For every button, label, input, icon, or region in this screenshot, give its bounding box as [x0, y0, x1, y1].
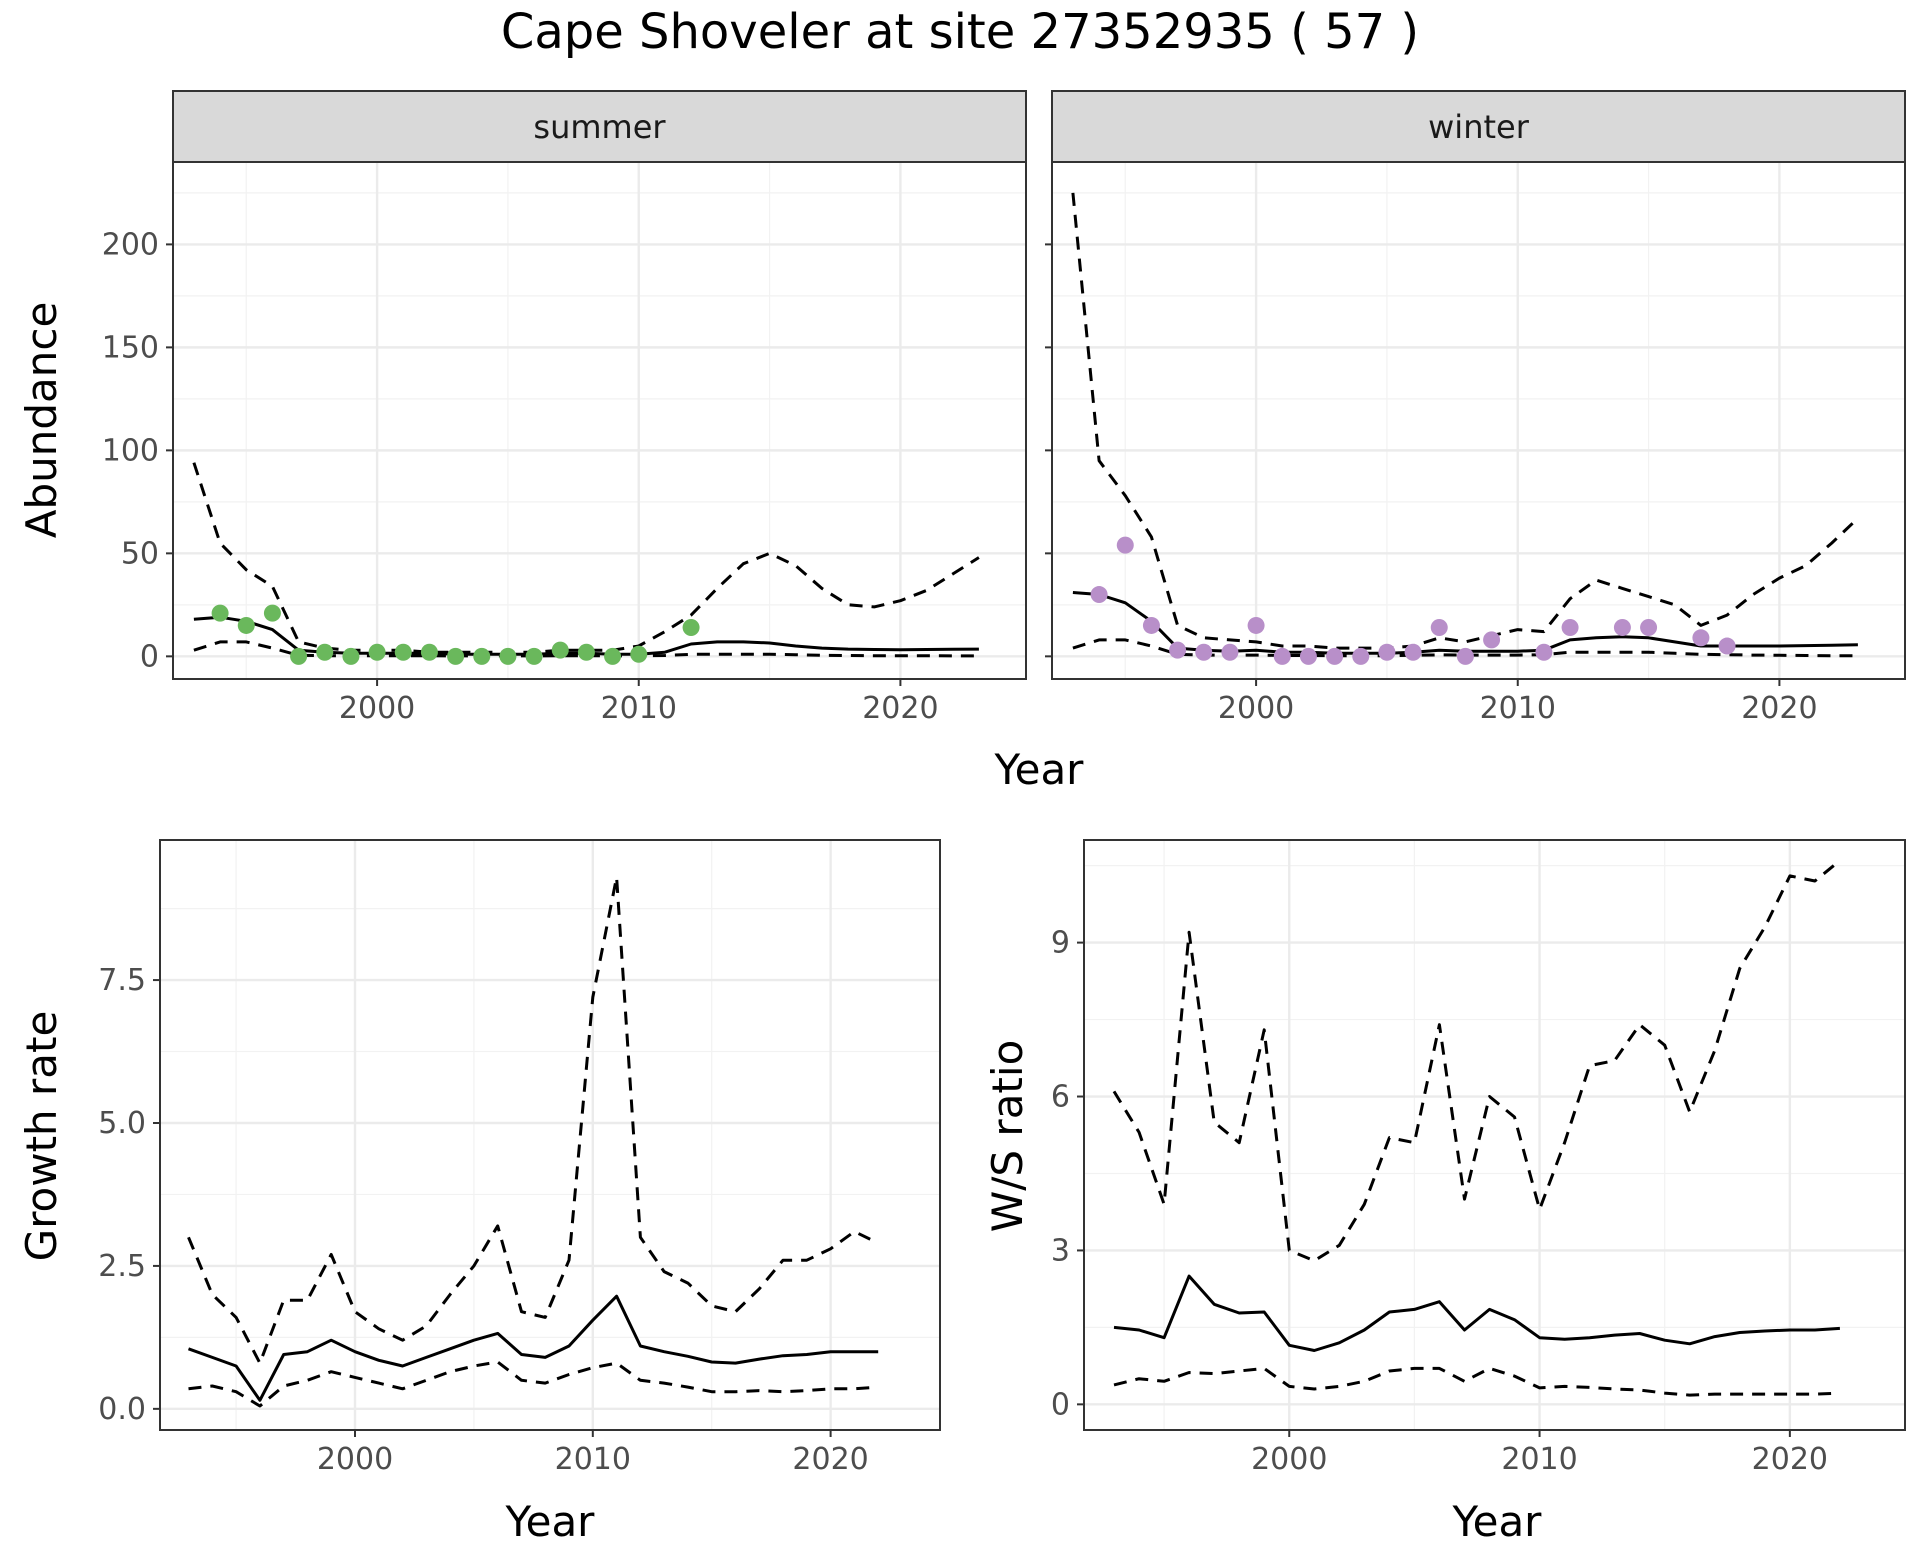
winter-observed-point [1352, 647, 1370, 665]
strip-winter [1051, 90, 1906, 163]
summer-observed-point [342, 647, 360, 665]
winter-observed-point [1404, 643, 1422, 661]
growth-rate-panel: 2000 2010 2020 0.0 2.5 5.0 7.5 [98, 839, 941, 1477]
winter-observed-point [1430, 619, 1448, 637]
summer-y-tick-label: 0 [140, 639, 159, 674]
summer-observed-point [263, 604, 281, 622]
winter-panel-border [1051, 161, 1906, 680]
strip-label-winter: winter [1428, 108, 1530, 146]
ws-x-tick-label: 2000 [1251, 1442, 1327, 1477]
growth-y-tick-label: 2.5 [98, 1249, 146, 1284]
summer-plot-background [173, 162, 1026, 679]
summer-observed-point [473, 647, 491, 665]
winter-observed-point [1090, 586, 1108, 604]
summer-observed-point [577, 643, 595, 661]
summer-observed-point [368, 643, 386, 661]
winter-observed-point [1326, 647, 1344, 665]
winter-observed-point [1142, 616, 1160, 634]
summer-observed-point [316, 643, 334, 661]
abundance-x-axis-title: Year [994, 745, 1085, 794]
growth-x-tick-label: 2000 [317, 1442, 393, 1477]
winter-observed-point [1169, 641, 1187, 659]
growth-plot-background [160, 840, 940, 1430]
strip-label-summer: summer [533, 108, 666, 146]
winter-observed-point [1195, 643, 1213, 661]
strip-summer [172, 90, 1027, 163]
growth-y-tick-label: 5.0 [98, 1106, 146, 1141]
ws-plot-background [1084, 840, 1905, 1430]
summer-observed-point [237, 616, 255, 634]
summer-panel-border [172, 161, 1027, 680]
winter-x-tick-label: 2000 [1218, 691, 1294, 726]
ws-panel-border [1083, 839, 1906, 1431]
ws-y-tick-label: 9 [1051, 926, 1070, 961]
summer-x-tick-label: 2000 [339, 691, 415, 726]
summer-y-tick-label: 50 [121, 536, 159, 571]
winter-observed-point [1221, 643, 1239, 661]
winter-observed-point [1718, 637, 1736, 655]
growth-estimate-line [187, 1294, 879, 1402]
ws-estimate-line [1113, 1274, 1840, 1352]
ws-y-tick-label: 3 [1051, 1233, 1070, 1268]
summer-y-tick-label: 200 [102, 227, 159, 262]
winter-observed-point [1640, 619, 1658, 637]
summer-observed-point [525, 647, 543, 665]
summer-observed-point [682, 619, 700, 637]
winter-observed-point [1483, 631, 1501, 649]
winter-observed-point [1561, 619, 1579, 637]
summer-observed-point [211, 604, 229, 622]
winter-observed-point [1299, 647, 1317, 665]
summer-x-tick-label: 2020 [862, 691, 938, 726]
summer-observed-point [604, 647, 622, 665]
growth-rate-y-axis-title: Growth rate [17, 1011, 66, 1262]
winter-upper-line [1071, 192, 1859, 650]
growth-panel-border [159, 839, 941, 1431]
winter-observed-point [1535, 643, 1553, 661]
ws-x-tick-label: 2010 [1501, 1442, 1577, 1477]
summer-observed-point [630, 645, 648, 663]
winter-observed-point [1273, 647, 1291, 665]
summer-observed-point [394, 643, 412, 661]
winter-observed-point [1692, 629, 1710, 647]
winter-x-tick-label: 2020 [1741, 691, 1817, 726]
ws-ratio-x-axis-title: Year [1452, 1497, 1543, 1546]
ws-y-tick-label: 0 [1051, 1387, 1070, 1422]
summer-observed-point [499, 647, 517, 665]
figure-title: Cape Shoveler at site 27352935 ( 57 ) [501, 4, 1419, 60]
ws-x-tick-label: 2020 [1752, 1442, 1828, 1477]
summer-y-tick-label: 100 [102, 433, 159, 468]
summer-observed-point [551, 641, 569, 659]
ws-upper-line [1112, 859, 1841, 1263]
summer-abundance-panel: summer 2000 2010 2020 0 50 100 150 200 [102, 90, 1027, 726]
winter-observed-point [1613, 619, 1631, 637]
growth-x-tick-label: 2020 [792, 1442, 868, 1477]
growth-y-tick-label: 0.0 [98, 1392, 146, 1427]
winter-observed-point [1456, 647, 1474, 665]
winter-x-tick-label: 2010 [1480, 691, 1556, 726]
summer-observed-point [447, 647, 465, 665]
growth-x-tick-label: 2010 [555, 1442, 631, 1477]
winter-plot-background [1052, 162, 1905, 679]
ws-ratio-panel: 2000 2010 2020 0 3 6 9 [1051, 839, 1906, 1477]
winter-observed-point [1116, 536, 1134, 554]
ws-lower-line [1113, 1366, 1840, 1397]
winter-observed-point [1247, 616, 1265, 634]
summer-y-tick-label: 150 [102, 330, 159, 365]
growth-y-tick-label: 7.5 [98, 963, 146, 998]
abundance-y-axis-title: Abundance [17, 302, 66, 539]
ws-ratio-y-axis-title: W/S ratio [983, 1040, 1032, 1233]
winter-abundance-panel: winter 2000 2010 2020 [1045, 90, 1906, 726]
growth-rate-x-axis-title: Year [505, 1497, 596, 1546]
winter-observed-point [1378, 643, 1396, 661]
summer-observed-point [290, 647, 308, 665]
summer-x-tick-label: 2010 [601, 691, 677, 726]
summer-observed-point [420, 643, 438, 661]
ws-y-tick-label: 6 [1051, 1080, 1070, 1115]
